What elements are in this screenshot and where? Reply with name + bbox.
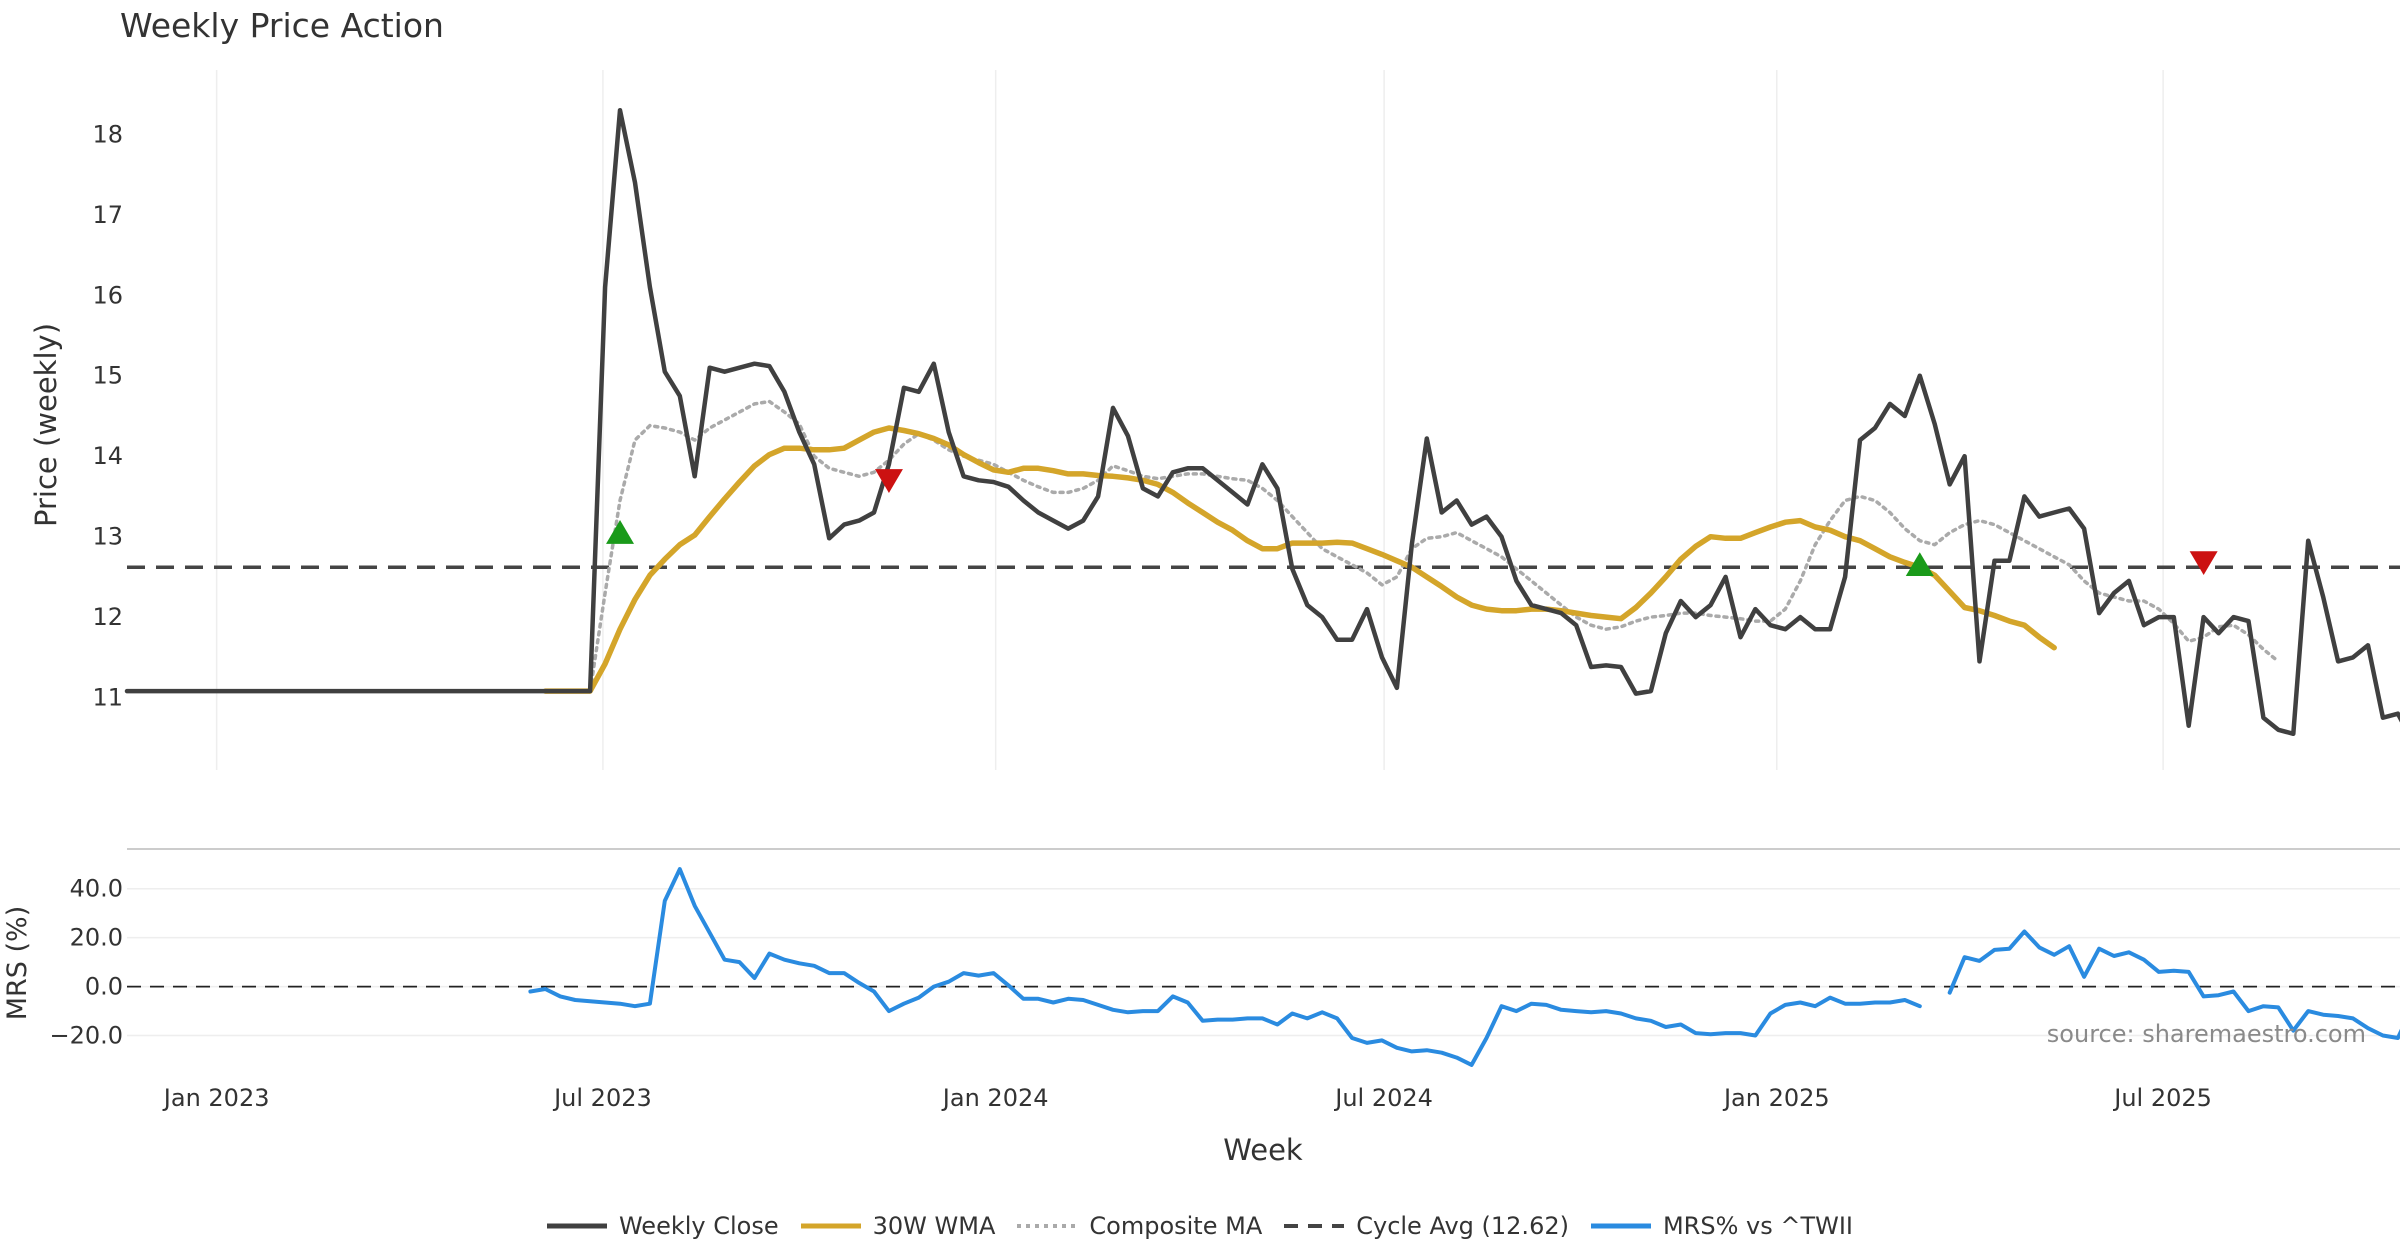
legend-label: Weekly Close (618, 1212, 779, 1240)
y-tick-label-price: 18 (92, 120, 123, 148)
source-note: source: sharemaestro.com (2046, 1020, 2366, 1048)
x-tick-label: Jan 2023 (162, 1084, 270, 1112)
buy-signal-marker (1905, 552, 1934, 577)
x-tick-label: Jan 2024 (941, 1084, 1049, 1112)
y-tick-label-price: 14 (92, 442, 123, 470)
sell-signal-marker (874, 469, 903, 493)
series-lines (124, 107, 2400, 1067)
legend: Weekly Close 30W WMA Composite MA Cycle … (0, 1212, 2400, 1240)
legend-swatch-30w-wma (800, 1223, 861, 1229)
y-tick-label-mrs: 20.0 (70, 924, 123, 952)
x-tick-label: Jul 2025 (2112, 1084, 2212, 1112)
legend-item-30w-wma: 30W WMA (800, 1212, 996, 1240)
y-axis-label-mrs: MRS (%) (2, 906, 33, 1021)
legend-item-weekly-close: Weekly Close (546, 1212, 779, 1240)
legend-swatch-composite-ma (1017, 1224, 1078, 1228)
y-tick-label-price: 13 (92, 523, 123, 551)
x-tick-label: Jul 2024 (1333, 1084, 1433, 1112)
series-composite-ma (125, 399, 2281, 693)
axis-labels: Price (weekly) MRS (%) Week (2, 323, 1303, 1167)
tick-labels: Jan 2023 Jul 2023 Jan 2024 Jul 2024 Jan 2025… (49, 120, 2211, 1112)
y-tick-label-price: 17 (92, 201, 123, 229)
y-tick-label-price: 12 (92, 603, 123, 631)
series-weekly-close (124, 107, 2400, 737)
legend-item-cycle-avg: Cycle Avg (12.62) (1284, 1212, 1569, 1240)
grid-lines (127, 70, 2400, 1037)
y-axis-label-price: Price (weekly) (29, 323, 63, 527)
reference-lines (127, 565, 2400, 988)
legend-swatch-weekly-close (546, 1223, 607, 1229)
series-mrs (528, 867, 2400, 1067)
legend-label: Composite MA (1089, 1212, 1263, 1240)
y-tick-label-mrs: 0.0 (85, 973, 123, 1001)
legend-item-mrs: MRS% vs ^TWII (1590, 1212, 1854, 1240)
x-tick-label: Jan 2025 (1722, 1084, 1830, 1112)
y-tick-label-mrs: −20.0 (49, 1022, 123, 1050)
buy-signal-marker (606, 520, 635, 544)
y-tick-label-price: 15 (92, 362, 123, 390)
signal-markers (606, 469, 2218, 577)
legend-swatch-cycle-avg (1284, 1224, 1345, 1228)
x-axis-label: Week (1223, 1133, 1303, 1167)
legend-label: MRS% vs ^TWII (1662, 1212, 1854, 1240)
legend-label: 30W WMA (872, 1212, 996, 1240)
y-tick-label-mrs: 40.0 (70, 875, 123, 903)
chart-title: Weekly Price Action (120, 6, 444, 45)
sell-signal-marker (2189, 551, 2218, 576)
legend-swatch-mrs (1590, 1223, 1651, 1229)
legend-label: Cycle Avg (12.62) (1356, 1212, 1569, 1240)
series-30w-wma (542, 425, 2057, 694)
y-tick-label-price: 16 (92, 281, 123, 309)
y-tick-label-price: 11 (92, 684, 123, 712)
legend-item-composite-ma: Composite MA (1017, 1212, 1262, 1240)
x-tick-label: Jul 2023 (552, 1084, 652, 1112)
